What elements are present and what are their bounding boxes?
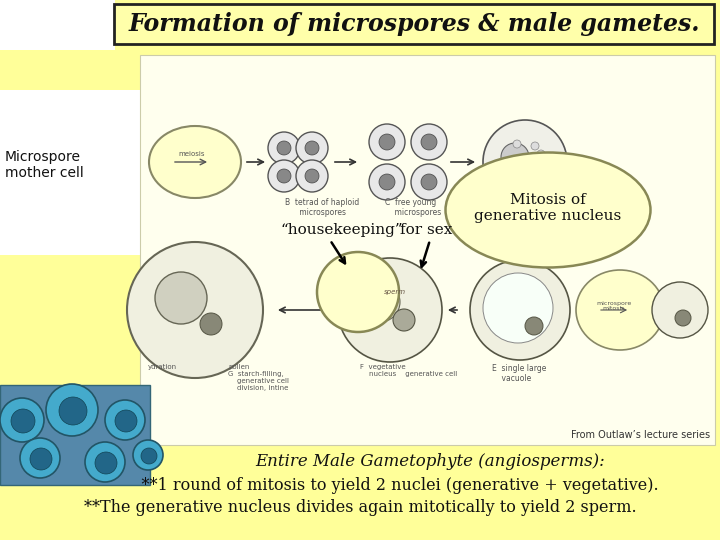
Circle shape <box>523 176 531 184</box>
Circle shape <box>360 282 400 322</box>
Bar <box>0 385 150 485</box>
Text: meiosis: meiosis <box>178 151 204 157</box>
Circle shape <box>296 132 328 164</box>
Circle shape <box>411 124 447 160</box>
Circle shape <box>411 164 447 200</box>
Ellipse shape <box>149 126 241 198</box>
Circle shape <box>483 120 567 204</box>
Circle shape <box>305 141 319 155</box>
Text: B  tetrad of haploid
      microspores: B tetrad of haploid microspores <box>285 198 359 218</box>
Text: Formation of microspores & male gametes.: Formation of microspores & male gametes. <box>128 12 700 36</box>
Circle shape <box>503 166 511 174</box>
Text: **The generative nucleus divides again mitotically to yield 2 sperm.: **The generative nucleus divides again m… <box>84 498 636 516</box>
Circle shape <box>11 409 35 433</box>
Circle shape <box>133 440 163 470</box>
Circle shape <box>483 273 553 343</box>
Circle shape <box>527 157 547 177</box>
Circle shape <box>268 160 300 192</box>
Circle shape <box>421 134 437 150</box>
Text: D  multiple small
    vacuoles: D multiple small vacuoles <box>495 210 560 230</box>
Text: E  single large
    vacuole: E single large vacuole <box>492 364 546 383</box>
Circle shape <box>155 272 207 324</box>
Circle shape <box>470 260 570 360</box>
Circle shape <box>537 150 545 158</box>
Bar <box>0 90 175 255</box>
Circle shape <box>652 282 708 338</box>
Circle shape <box>115 410 137 432</box>
Circle shape <box>296 160 328 192</box>
Circle shape <box>20 438 60 478</box>
Text: C  free young
    microspores: C free young microspores <box>385 198 441 218</box>
Text: for sex: for sex <box>400 223 452 237</box>
FancyBboxPatch shape <box>114 4 714 44</box>
Text: **1 round of mitosis to yield 2 nuclei (generative + vegetative).: **1 round of mitosis to yield 2 nuclei (… <box>121 476 659 494</box>
Text: From Outlaw’s lecture series: From Outlaw’s lecture series <box>571 430 710 440</box>
Circle shape <box>369 164 405 200</box>
Circle shape <box>501 143 529 171</box>
Circle shape <box>127 242 263 378</box>
Bar <box>0 0 115 50</box>
Circle shape <box>95 452 117 474</box>
Ellipse shape <box>317 252 399 332</box>
Circle shape <box>305 169 319 183</box>
Text: sperm: sperm <box>384 289 406 295</box>
Circle shape <box>525 317 543 335</box>
Text: microspore
mitosis: microspore mitosis <box>596 301 631 312</box>
Ellipse shape <box>576 270 664 350</box>
Circle shape <box>513 140 521 148</box>
Circle shape <box>141 448 157 464</box>
Circle shape <box>379 174 395 190</box>
Text: Microspore
mother cell: Microspore mother cell <box>5 150 84 180</box>
Circle shape <box>0 398 44 442</box>
Circle shape <box>105 400 145 440</box>
Circle shape <box>393 309 415 331</box>
Circle shape <box>268 132 300 164</box>
Text: Entire Male Gametophyte (angiosperms):: Entire Male Gametophyte (angiosperms): <box>255 454 605 470</box>
Circle shape <box>421 174 437 190</box>
Text: F  vegetative
    nucleus    generative cell: F vegetative nucleus generative cell <box>360 364 457 377</box>
Circle shape <box>30 448 52 470</box>
Ellipse shape <box>446 152 650 267</box>
Circle shape <box>369 124 405 160</box>
Circle shape <box>277 141 291 155</box>
Text: pollen
G  starch-filling,
    generative cell
    division, intine: pollen G starch-filling, generative cell… <box>228 364 289 391</box>
Circle shape <box>46 384 98 436</box>
Circle shape <box>675 310 691 326</box>
Circle shape <box>379 134 395 150</box>
Text: Mitosis of
generative nucleus: Mitosis of generative nucleus <box>474 193 621 223</box>
Text: ydration: ydration <box>148 364 177 370</box>
Circle shape <box>59 397 87 425</box>
Circle shape <box>85 442 125 482</box>
Circle shape <box>531 142 539 150</box>
Text: “housekeeping”: “housekeeping” <box>280 223 402 237</box>
Bar <box>140 55 715 445</box>
Circle shape <box>338 258 442 362</box>
Circle shape <box>277 169 291 183</box>
Circle shape <box>200 313 222 335</box>
